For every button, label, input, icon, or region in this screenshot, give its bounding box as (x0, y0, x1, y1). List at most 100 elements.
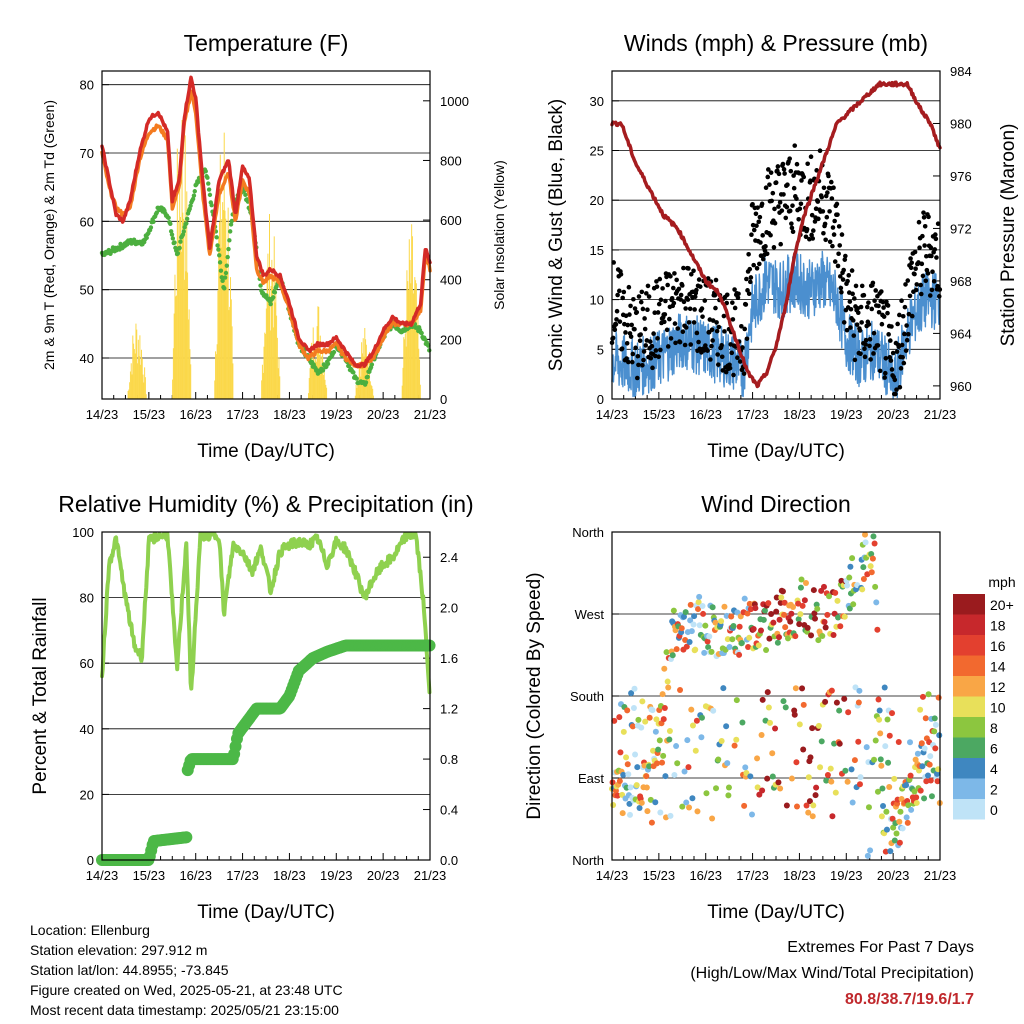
gust-point (694, 287, 699, 293)
gust-point (709, 327, 715, 333)
gust-point (751, 262, 756, 268)
direction-point (752, 605, 759, 612)
gust-point (822, 221, 828, 227)
direction-point (897, 808, 904, 815)
y-right-tick-label: 1.2 (440, 702, 458, 717)
gust-point (739, 324, 744, 329)
gust-point (732, 287, 737, 292)
gust-point (762, 248, 768, 253)
gust-point (790, 203, 795, 208)
gust-point (713, 305, 718, 311)
dewpoint-point (320, 368, 326, 373)
gust-point (771, 245, 777, 250)
gust-point (626, 359, 631, 365)
direction-point (627, 784, 634, 791)
gust-point (727, 365, 733, 371)
direction-point (790, 604, 797, 611)
direction-point (872, 583, 879, 590)
dewpoint-point (214, 235, 219, 240)
gust-point (832, 218, 837, 224)
direction-point (733, 736, 740, 743)
gust-point (883, 355, 889, 361)
direction-point (721, 603, 728, 610)
gust-point (778, 241, 783, 247)
direction-point (819, 632, 826, 639)
gust-point (688, 342, 694, 347)
gust-point (791, 185, 797, 191)
direction-point (779, 588, 786, 595)
gust-point (820, 209, 826, 214)
gust-point (671, 300, 677, 306)
gust-point (921, 215, 927, 220)
legend-label: 2 (990, 782, 998, 798)
gust-point (677, 339, 683, 345)
direction-point (875, 696, 882, 703)
direction-point (798, 576, 805, 583)
gust-point (742, 326, 747, 332)
station-info: Location: Ellenburg Station elevation: 2… (30, 920, 343, 1020)
dewpoint-point (203, 169, 208, 174)
direction-point (791, 711, 798, 718)
direction-point (774, 639, 781, 646)
direction-point (813, 784, 820, 791)
direction-point (810, 802, 817, 809)
direction-point (642, 718, 649, 725)
direction-point (882, 743, 889, 750)
gust-point (888, 358, 894, 363)
gust-point (691, 268, 696, 274)
direction-point (620, 771, 627, 778)
dewpoint-point (175, 251, 181, 256)
gust-point (894, 349, 900, 354)
x-tick-label: 18/23 (273, 407, 306, 422)
direction-point (918, 740, 925, 747)
direction-point (800, 701, 807, 708)
direction-point (702, 622, 709, 629)
direction-point (682, 609, 689, 616)
gust-point (678, 297, 683, 302)
x-tick-label: 16/23 (179, 407, 212, 422)
gust-point (838, 285, 844, 291)
legend-label: 10 (990, 700, 1006, 716)
gust-point (674, 277, 679, 283)
gust-point (817, 148, 823, 153)
direction-point (715, 756, 722, 763)
direction-point (765, 704, 772, 711)
direction-point (792, 633, 799, 640)
direction-point (738, 640, 745, 647)
gust-point (922, 223, 928, 229)
direction-point (925, 772, 932, 779)
plot-frame (101, 70, 431, 400)
direction-point (799, 602, 806, 609)
direction-point (769, 750, 776, 757)
direction-point (704, 638, 711, 645)
y-tick-label: 5 (597, 342, 604, 357)
direction-point (661, 705, 668, 712)
gust-point (625, 322, 631, 328)
direction-point (857, 774, 864, 781)
y-tick-label: 20 (590, 193, 604, 208)
x-tick-label: 18/23 (273, 868, 306, 883)
direction-point (782, 624, 789, 631)
legend-swatch (953, 758, 985, 779)
direction-point (656, 737, 663, 744)
gust-point (834, 201, 840, 207)
direction-point (903, 814, 910, 821)
gust-point (629, 359, 635, 365)
gust-point (649, 343, 655, 349)
gust-point (678, 292, 684, 298)
direction-point (671, 771, 678, 778)
direction-point (869, 555, 876, 562)
gust-point (850, 318, 856, 323)
direction-point (664, 678, 671, 685)
direction-point (696, 593, 703, 600)
gust-point (632, 306, 638, 311)
direction-point (693, 717, 700, 724)
gust-point (899, 342, 905, 348)
direction-point (832, 589, 839, 596)
gust-point (864, 304, 870, 310)
info-elevation: Station elevation: 297.912 m (30, 942, 208, 958)
direction-point (936, 732, 943, 739)
gust-point (655, 336, 660, 341)
gust-point (682, 342, 688, 348)
direction-point (896, 818, 903, 825)
